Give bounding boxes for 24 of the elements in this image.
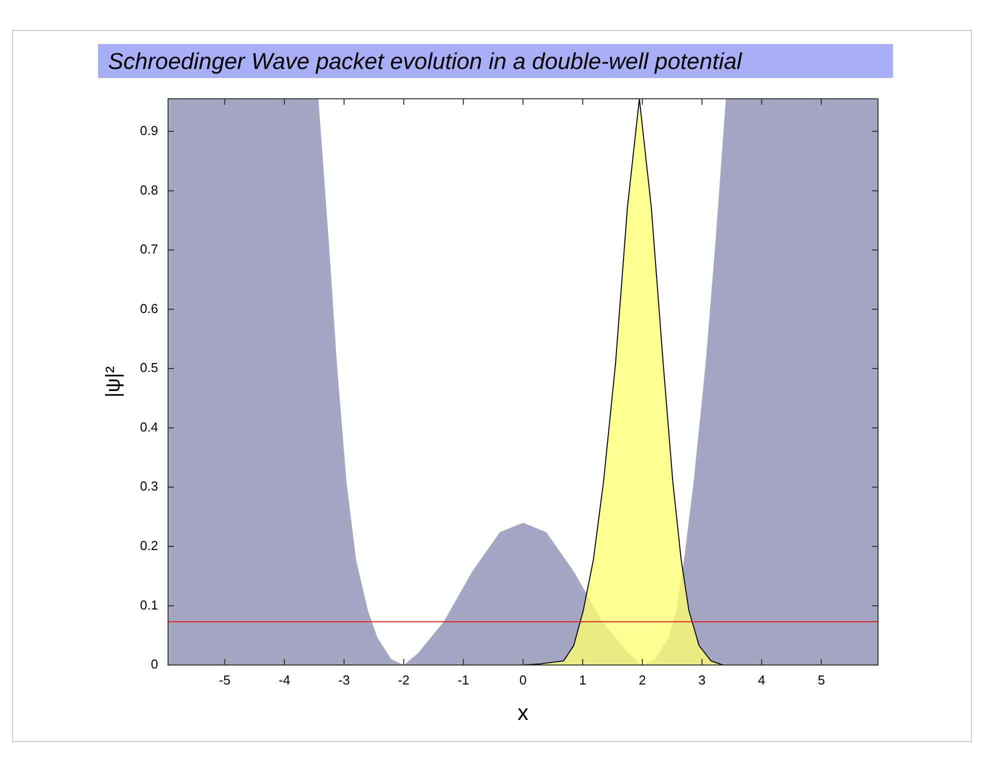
x-axis-title: x xyxy=(518,700,529,725)
x-tick-label: 0 xyxy=(519,672,527,688)
y-tick-label: 0.6 xyxy=(140,300,158,316)
x-tick-label: 4 xyxy=(758,672,766,688)
x-tick-label: -1 xyxy=(458,672,470,688)
x-tick-label: 3 xyxy=(698,672,706,688)
x-tick-label: -4 xyxy=(278,672,290,688)
x-tick-label: -2 xyxy=(398,672,410,688)
y-tick-label: 0.7 xyxy=(140,242,158,257)
y-tick-label: 0 xyxy=(150,656,158,672)
x-tick-label: 5 xyxy=(818,672,825,688)
x-tick-label: -5 xyxy=(218,672,231,688)
y-tick-label: 0.1 xyxy=(140,597,158,612)
y-tick-label: 0.5 xyxy=(140,360,158,376)
y-tick-label: 0.9 xyxy=(140,122,158,138)
y-tick-label: 0.3 xyxy=(140,478,158,494)
y-tick-label: 0.2 xyxy=(140,538,158,553)
chart-title: Schroedinger Wave packet evolution in a double-well potential xyxy=(98,44,893,78)
x-tick-label: 2 xyxy=(638,672,646,688)
x-tick-label: 1 xyxy=(579,672,586,688)
y-axis-title: |ψ|² xyxy=(102,366,125,398)
x-tick-label: -3 xyxy=(338,672,350,688)
y-tick-label: 0.4 xyxy=(140,419,158,434)
y-tick-label: 0.8 xyxy=(140,182,158,198)
